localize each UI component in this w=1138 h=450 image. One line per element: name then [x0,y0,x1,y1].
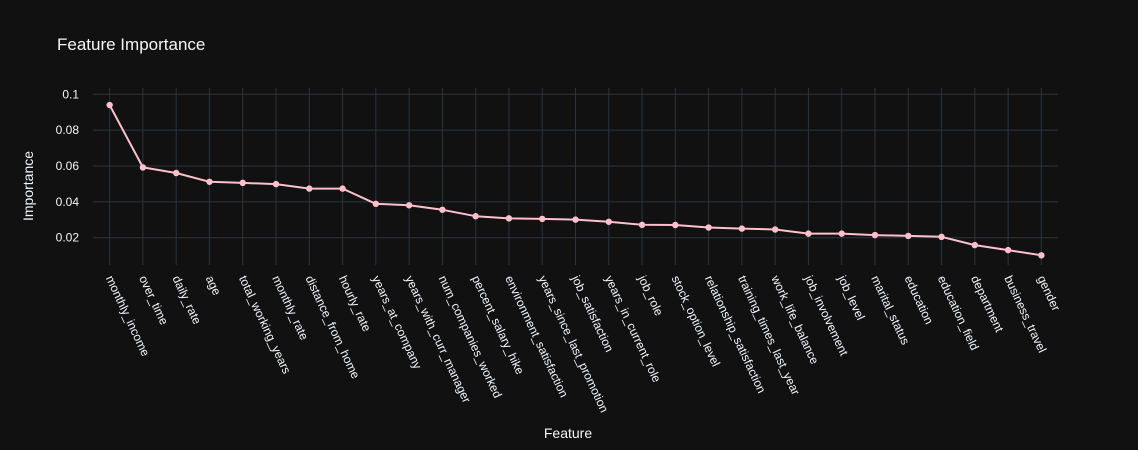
x-tick-label: gender [1035,273,1063,313]
data-point[interactable] [306,185,313,192]
x-tick-label: daily_rate [169,273,204,326]
x-axis-title: Feature [544,425,592,441]
x-tick-label: hourly_rate [336,273,374,334]
x-tick-label: environment_satisfaction [502,273,571,399]
data-point[interactable] [605,218,612,225]
y-tick-labels: 0.02 0.04 0.06 0.08 0.1 [56,87,80,244]
data-point[interactable] [339,185,346,192]
data-point[interactable] [372,200,380,208]
y-tick-label: 0.1 [62,87,79,101]
data-point[interactable] [106,101,113,109]
x-tick-label: job_role [635,272,666,318]
data-point[interactable] [139,164,147,171]
data-point[interactable] [971,241,979,249]
y-tick-label: 0.04 [56,195,80,209]
x-tick-label: relationship_satisfaction [702,273,769,395]
grid-layer [93,88,1058,265]
y-tick-label: 0.02 [56,231,80,245]
data-point[interactable] [705,224,712,231]
data-point[interactable] [871,231,879,239]
y-axis-title: Importance [20,151,36,221]
data-point[interactable] [272,180,280,188]
data-point[interactable] [405,202,413,209]
chart-title: Feature Importance [57,35,205,54]
y-tick-label: 0.06 [56,159,80,173]
x-tick-label: job_level [835,272,868,322]
data-point[interactable] [905,232,912,240]
data-point[interactable] [539,215,546,223]
x-tick-label: education [902,273,937,326]
data-point[interactable] [805,230,812,237]
data-point[interactable] [1038,252,1045,259]
x-tick-label: age [203,273,224,297]
data-point[interactable] [572,216,579,223]
data-point[interactable] [239,179,246,187]
data-point[interactable] [439,206,446,213]
x-tick-label: num_companies_worked [436,273,505,400]
data-point[interactable] [472,213,479,220]
data-point[interactable] [838,230,845,237]
data-point[interactable] [1004,246,1012,254]
data-point[interactable] [638,221,646,229]
data-point[interactable] [738,225,746,232]
x-tick-label: department [968,273,1007,335]
x-tick-label: over_time [136,273,171,327]
x-tick-label: training_times_last_year [735,273,803,397]
data-point[interactable] [206,178,213,185]
data-point[interactable] [771,226,779,233]
series-importance [106,101,1045,259]
data-point[interactable] [505,215,513,222]
data-point[interactable] [938,233,945,241]
data-point[interactable] [672,221,679,229]
y-tick-label: 0.08 [56,123,80,137]
data-point[interactable] [172,169,180,177]
